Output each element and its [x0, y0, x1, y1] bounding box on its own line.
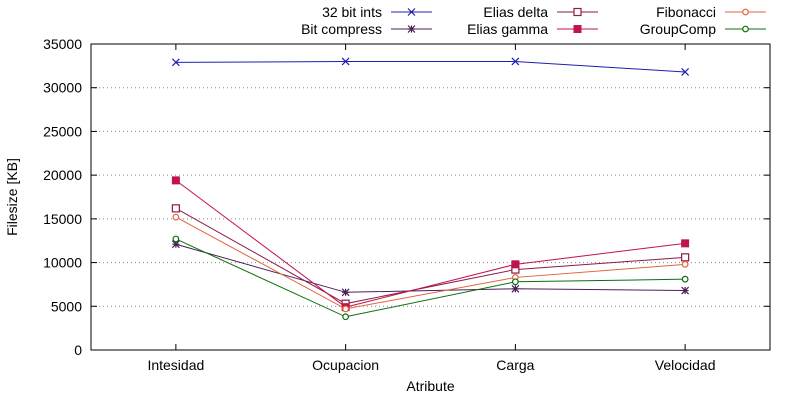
point-marker	[681, 68, 690, 76]
legend-marker	[407, 25, 416, 33]
point-marker	[573, 7, 582, 17]
legend-marker	[742, 25, 749, 33]
data-point	[341, 288, 350, 297]
series-layer	[171, 57, 690, 321]
y-axis-title: Filesize [KB]	[4, 158, 20, 236]
data-point	[171, 240, 180, 249]
data-point	[342, 313, 350, 321]
point-marker	[341, 57, 350, 66]
point-marker	[681, 260, 689, 268]
series-line	[175, 216, 686, 310]
y-tick-label: 25000	[43, 123, 82, 139]
point-marker	[742, 8, 749, 16]
point-marker	[681, 253, 690, 262]
data-point	[171, 204, 180, 213]
data-point	[341, 57, 350, 66]
data-point	[171, 58, 180, 67]
axis-ticks: 0 5000 10000 15000 20000 25000 30000 35000 Intes…	[43, 36, 770, 373]
point-marker	[171, 58, 180, 67]
data-point	[681, 253, 690, 262]
y-tick-label: 0	[74, 342, 82, 358]
series-line	[175, 243, 686, 293]
point-marker	[172, 213, 180, 221]
legend-label: GroupComp	[640, 21, 716, 37]
data-point	[681, 239, 690, 248]
data-point	[681, 260, 689, 268]
point-marker	[511, 278, 519, 286]
data-point	[511, 260, 520, 269]
legend-label: Bit compress	[301, 21, 382, 37]
plot-frame	[90, 43, 771, 351]
x-tick-label: Intesidad	[147, 357, 204, 373]
legend-label: Elias delta	[483, 4, 548, 20]
point-marker	[511, 284, 520, 293]
y-tick-label: 5000	[51, 298, 82, 314]
legend-item: Bit compress	[301, 21, 432, 37]
series-2	[171, 204, 690, 308]
point-marker	[511, 260, 520, 269]
legend-item: Elias delta	[483, 4, 598, 20]
y-tick-label: 30000	[43, 80, 82, 96]
legend-marker	[407, 8, 416, 16]
legend-item: Elias gamma	[467, 21, 598, 37]
point-marker	[341, 288, 350, 297]
data-point	[511, 57, 520, 66]
legend-marker	[573, 25, 582, 33]
point-marker	[171, 240, 180, 249]
legend-item: Fibonacci	[656, 4, 766, 20]
point-marker	[681, 275, 689, 283]
y-tick-label: 10000	[43, 255, 82, 271]
series-line	[175, 60, 686, 73]
series-5	[172, 235, 689, 321]
x-tick-label: Velocidad	[655, 357, 716, 373]
point-marker	[171, 204, 180, 213]
y-tick-label: 20000	[43, 167, 82, 183]
legend-marker	[742, 8, 749, 16]
data-point	[172, 235, 180, 243]
point-marker	[342, 305, 350, 313]
legend-label: Fibonacci	[656, 4, 716, 20]
point-marker	[407, 25, 416, 33]
point-marker	[342, 313, 350, 321]
point-marker	[573, 25, 582, 33]
data-point	[171, 176, 180, 185]
series-line	[175, 179, 686, 308]
data-point	[681, 286, 690, 295]
point-marker	[681, 286, 690, 295]
legend-label: 32 bit ints	[322, 4, 382, 20]
series-line	[175, 207, 686, 305]
point-marker	[742, 25, 749, 33]
point-marker	[171, 176, 180, 185]
series-0	[171, 57, 690, 76]
series-3	[171, 176, 690, 312]
data-point	[172, 213, 180, 221]
point-marker	[511, 57, 520, 66]
y-tick-label: 35000	[43, 36, 82, 52]
x-tick-label: Ocupacion	[312, 357, 379, 373]
point-marker	[407, 8, 416, 16]
point-marker	[681, 239, 690, 248]
x-axis-title: Atribute	[406, 378, 454, 394]
legend-item: GroupComp	[640, 21, 766, 37]
data-point	[681, 68, 690, 76]
series-line	[175, 238, 686, 318]
grid	[91, 87, 770, 307]
y-tick-label: 15000	[43, 211, 82, 227]
data-point	[511, 284, 520, 293]
legend-label: Elias gamma	[467, 21, 548, 37]
data-point	[342, 305, 350, 313]
point-marker	[172, 235, 180, 243]
data-point	[511, 278, 519, 286]
legend-marker	[573, 7, 582, 17]
series-1	[171, 240, 690, 297]
x-tick-label: Carga	[496, 357, 534, 373]
data-point	[681, 275, 689, 283]
legend-item: 32 bit ints	[322, 4, 432, 20]
